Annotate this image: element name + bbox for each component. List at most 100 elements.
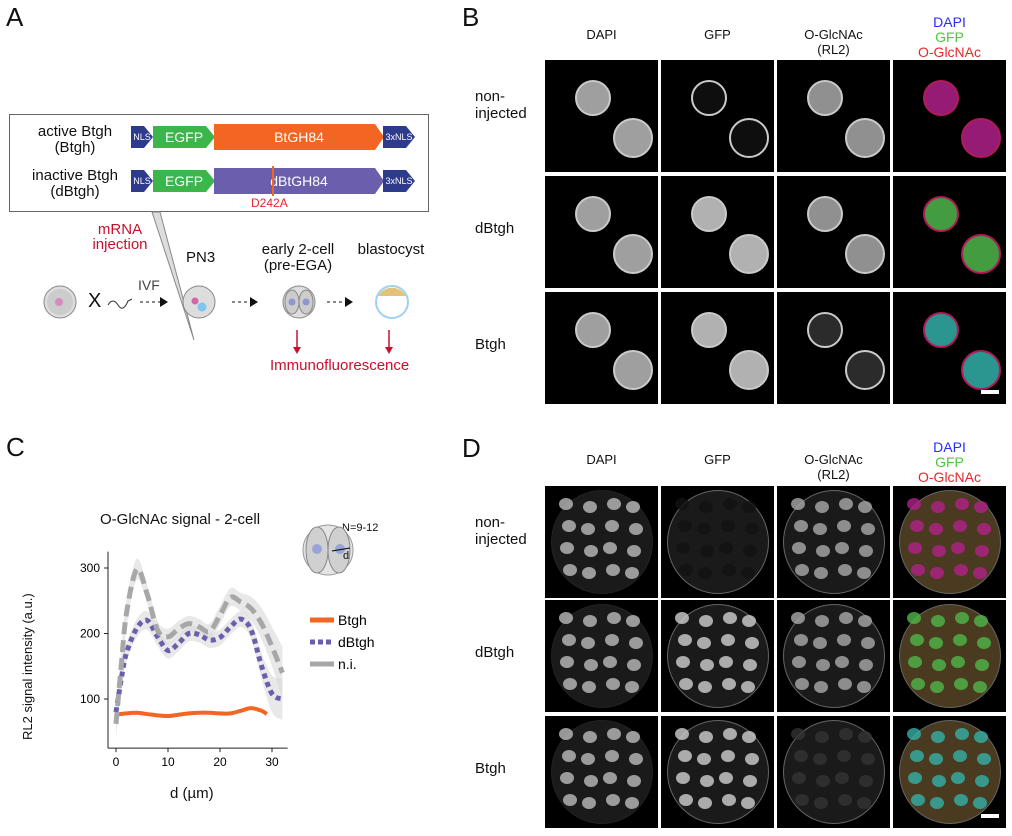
column-label: DAPI [586,27,617,42]
nucleus [581,637,595,649]
readout-label: Immunofluorescence [270,357,410,374]
construct-label-active: active Btgh (Btgh) [20,124,130,156]
construct-box [9,114,429,212]
nucleus [679,564,693,576]
nucleus [629,753,643,765]
mutation-marker [272,166,274,196]
merge-label-dapi: DAPI [933,439,966,455]
nucleus [908,542,922,554]
nucleus [607,612,621,624]
nucleus [723,498,737,510]
nucleus [627,545,641,557]
nucleus [792,772,806,784]
nucleus [845,234,885,274]
construct-abbr: (dBtgh) [50,183,100,200]
injection-label: mRNA injection [92,221,148,253]
merge-label-gfp: GFP [935,454,964,470]
nucleus [837,750,851,762]
panel-label-d: D [462,433,481,463]
nucleus [675,498,689,510]
nucleus [861,637,875,649]
legend-label: n.i. [338,656,357,672]
nucleus [975,775,989,787]
nucleus [910,750,924,762]
x-tick-label: 0 [113,755,120,769]
nucleus [814,797,828,809]
nucleus [955,612,969,624]
nucleus [626,501,640,513]
legend-label: dBtgh [338,634,375,650]
confidence-band [116,558,283,739]
nucleus [742,615,756,627]
nucleus [955,728,969,740]
merge-label-oglcnac: O-GlcNAc [918,44,981,60]
nucleus [575,196,611,232]
micrograph-image [893,292,1006,404]
injection-needle [151,211,195,341]
zygote-icon [182,285,216,319]
nucleus [745,523,759,535]
nucleus [795,794,809,806]
scale-bar [981,814,999,818]
two-cell-label: early 2-cell (pre-EGA) [261,241,335,274]
nucleus [723,728,737,740]
nucleus [974,615,988,627]
nucleus [700,775,714,787]
nucleus [607,498,621,510]
nucleus [575,312,611,348]
nucleus [858,615,872,627]
nucleus [562,634,576,646]
nucleus [563,678,577,690]
nucleus [719,772,733,784]
sperm-icon [107,298,133,309]
y-axis-label: RL2 signal intensity (a.u.) [20,593,35,740]
nucleus [559,498,573,510]
ivf-label: IVF [138,277,160,293]
nucleus [907,612,921,624]
nucleus [815,731,829,743]
nucleus [815,615,829,627]
nucleus [839,612,853,624]
micrograph-image [545,716,658,828]
construct-abbr: (Btgh) [54,139,96,156]
micrograph-image [777,716,890,828]
nucleus [698,567,712,579]
3xnls-segment: 3xNLS [383,170,415,192]
nucleus [675,612,689,624]
y-tick-label: 200 [80,627,100,641]
nucleus [613,118,653,158]
nucleus [931,731,945,743]
panel-label-c: C [6,432,25,462]
nucleus [813,523,827,535]
nucleus [741,681,755,693]
nucleus [955,498,969,510]
nucleus [697,523,711,535]
nucleus [973,797,987,809]
btgh84-segment: BtGH84 [214,124,384,150]
workflow-diagram [43,211,409,354]
nucleus [961,234,1001,274]
nucleus [807,312,843,348]
nucleus [974,501,988,513]
nucleus [679,678,693,690]
cross-symbol: X [88,290,102,312]
nucleus [743,659,757,671]
nucleus [582,797,596,809]
merge-label-oglcnac: O-GlcNAc [918,469,981,485]
nucleus [575,80,611,116]
nucleus [581,753,595,765]
nucleus [625,681,639,693]
nucleus [907,498,921,510]
panel-label-b: B [462,2,480,32]
nucleus [697,753,711,765]
micrograph-image [545,600,658,712]
two-cell-schematic-icon [302,524,354,576]
nucleus [837,634,851,646]
series-line-dBtgh [113,616,284,713]
nucleus [930,681,944,693]
nucleus [861,753,875,765]
chart-title: O-GlcNAc signal - 2-cell [100,511,261,528]
nucleus [745,637,759,649]
nucleus [816,775,830,787]
